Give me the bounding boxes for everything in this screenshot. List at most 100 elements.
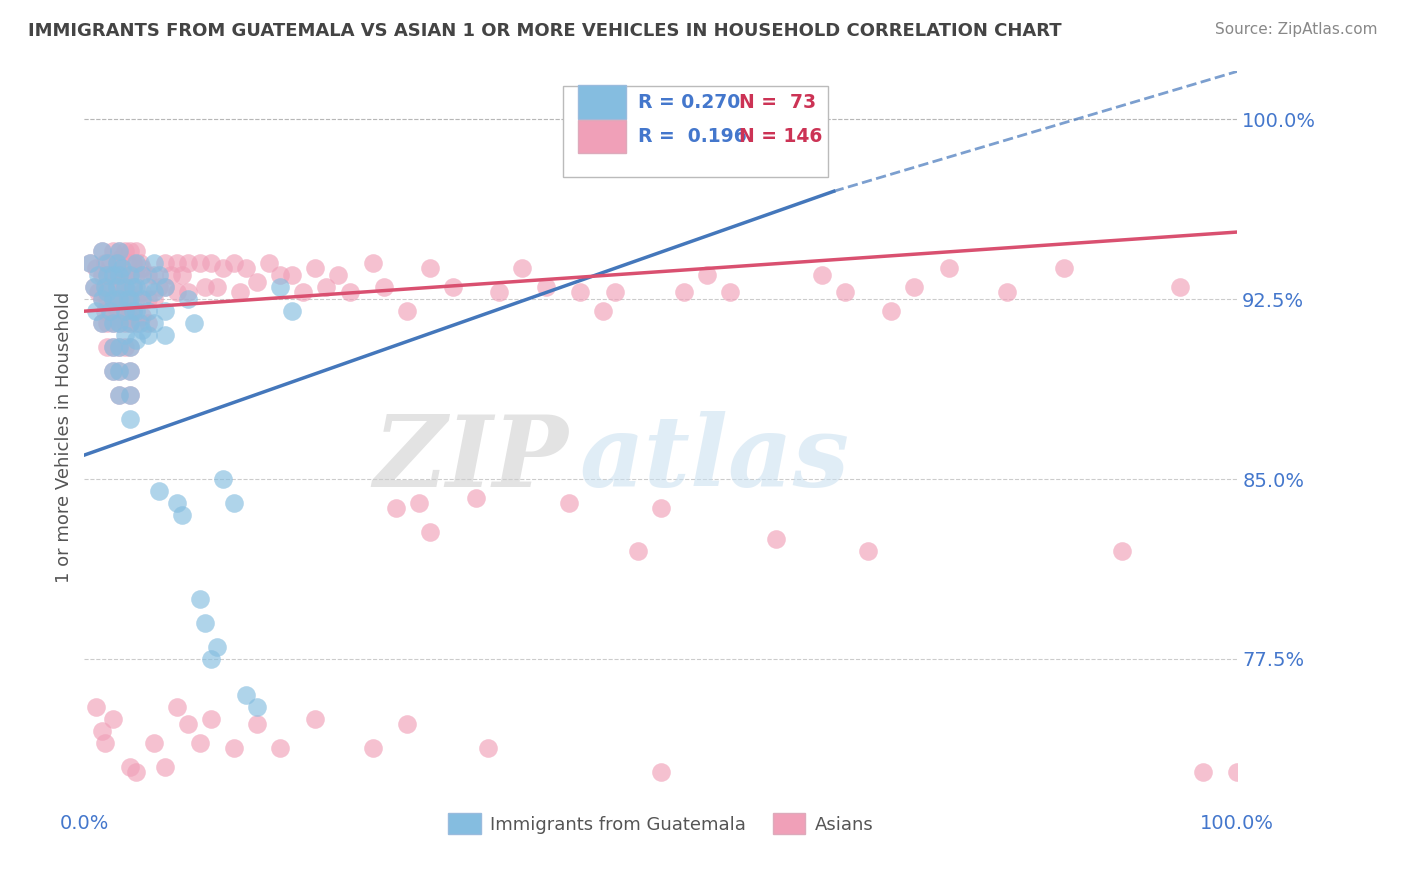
Point bbox=[148, 280, 170, 294]
Point bbox=[90, 292, 112, 306]
Point bbox=[718, 285, 741, 299]
Point bbox=[136, 292, 159, 306]
Point bbox=[110, 299, 132, 313]
Point bbox=[94, 280, 117, 294]
Point bbox=[103, 292, 124, 306]
Point bbox=[98, 304, 121, 318]
Point bbox=[120, 316, 142, 330]
Point bbox=[94, 736, 117, 750]
Point bbox=[205, 640, 228, 654]
Point bbox=[114, 304, 136, 318]
Point bbox=[811, 268, 834, 283]
Point bbox=[120, 364, 142, 378]
Point bbox=[105, 256, 128, 270]
Point bbox=[131, 285, 153, 299]
Point bbox=[172, 508, 194, 522]
Point bbox=[108, 316, 131, 330]
Point bbox=[557, 496, 579, 510]
Point bbox=[114, 340, 136, 354]
Point bbox=[98, 280, 121, 294]
Point bbox=[103, 292, 124, 306]
Point bbox=[396, 716, 419, 731]
Point bbox=[419, 524, 441, 539]
Point bbox=[120, 388, 142, 402]
Point bbox=[177, 285, 200, 299]
Point bbox=[177, 716, 200, 731]
Point bbox=[96, 292, 118, 306]
Point bbox=[121, 280, 143, 294]
Point bbox=[269, 268, 291, 283]
Point bbox=[90, 316, 112, 330]
Point bbox=[142, 285, 165, 299]
Point bbox=[121, 280, 143, 294]
Point bbox=[160, 268, 183, 283]
Point bbox=[903, 280, 925, 294]
Point bbox=[120, 760, 142, 774]
Point bbox=[142, 316, 165, 330]
Point bbox=[120, 292, 142, 306]
Point bbox=[408, 496, 430, 510]
Text: R = 0.270: R = 0.270 bbox=[638, 93, 740, 112]
Point bbox=[136, 316, 159, 330]
Point bbox=[111, 260, 134, 275]
Point bbox=[128, 256, 150, 270]
Point bbox=[117, 292, 139, 306]
Point bbox=[131, 309, 153, 323]
Point bbox=[224, 256, 246, 270]
Point bbox=[131, 323, 153, 337]
Text: R =  0.196: R = 0.196 bbox=[638, 127, 747, 146]
Point bbox=[108, 244, 131, 259]
Point bbox=[465, 491, 488, 506]
Point bbox=[120, 412, 142, 426]
Point bbox=[512, 260, 534, 275]
Text: atlas: atlas bbox=[581, 411, 851, 508]
Text: IMMIGRANTS FROM GUATEMALA VS ASIAN 1 OR MORE VEHICLES IN HOUSEHOLD CORRELATION C: IMMIGRANTS FROM GUATEMALA VS ASIAN 1 OR … bbox=[28, 22, 1062, 40]
Point bbox=[121, 256, 143, 270]
Point bbox=[172, 268, 194, 283]
Point bbox=[105, 304, 128, 318]
Point bbox=[304, 712, 326, 726]
Point bbox=[96, 285, 118, 299]
Point bbox=[84, 699, 107, 714]
Point bbox=[177, 256, 200, 270]
Point bbox=[90, 268, 112, 283]
Point bbox=[79, 256, 101, 270]
Point bbox=[94, 304, 117, 318]
Point bbox=[1168, 280, 1191, 294]
Point bbox=[108, 268, 131, 283]
Point bbox=[114, 316, 136, 330]
Point bbox=[166, 496, 188, 510]
Point bbox=[858, 544, 880, 558]
Point bbox=[120, 292, 142, 306]
Point bbox=[194, 280, 217, 294]
Point bbox=[229, 285, 252, 299]
Point bbox=[103, 268, 124, 283]
Point bbox=[110, 252, 132, 266]
Point bbox=[121, 304, 143, 318]
Point bbox=[153, 256, 176, 270]
Point bbox=[200, 652, 222, 666]
Point bbox=[136, 280, 159, 294]
Point bbox=[125, 764, 148, 779]
Point bbox=[1226, 764, 1249, 779]
Text: N = 146: N = 146 bbox=[740, 127, 823, 146]
Point bbox=[103, 712, 124, 726]
Point bbox=[108, 292, 131, 306]
Text: Source: ZipAtlas.com: Source: ZipAtlas.com bbox=[1215, 22, 1378, 37]
Point bbox=[96, 268, 118, 283]
Point bbox=[281, 304, 304, 318]
Point bbox=[373, 280, 395, 294]
Point bbox=[103, 244, 124, 259]
Point bbox=[94, 256, 117, 270]
Point bbox=[120, 388, 142, 402]
Point bbox=[87, 268, 110, 283]
Point bbox=[281, 268, 304, 283]
Point bbox=[1053, 260, 1076, 275]
Text: N =  73: N = 73 bbox=[740, 93, 817, 112]
Point bbox=[419, 260, 441, 275]
Point bbox=[304, 260, 326, 275]
Point bbox=[114, 292, 136, 306]
Point bbox=[125, 333, 148, 347]
Point bbox=[117, 309, 139, 323]
Point bbox=[125, 256, 148, 270]
